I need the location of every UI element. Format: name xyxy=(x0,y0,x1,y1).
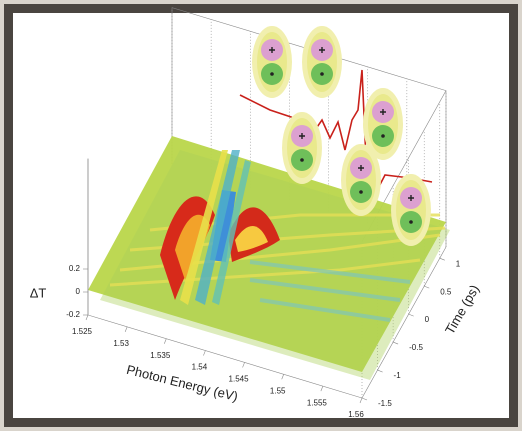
z-axis-label: ΔT xyxy=(30,285,47,300)
x-tick-label: 1.56 xyxy=(348,410,364,419)
x-tick-label: 1.55 xyxy=(270,386,286,395)
y-tick-label: -1 xyxy=(394,371,402,380)
dot xyxy=(359,190,363,194)
x-tick-label: 1.535 xyxy=(150,351,171,360)
x-tick-label: 1.525 xyxy=(72,327,93,336)
y-tick-label: 0 xyxy=(425,315,430,324)
dot xyxy=(320,72,324,76)
y-tick-label: -0.5 xyxy=(409,343,423,352)
x-tick-label: 1.545 xyxy=(229,375,250,384)
z-tick-label: 0.2 xyxy=(69,264,81,273)
x-tick-label: 1.53 xyxy=(113,339,129,348)
figure: 1.525 1.53 1.535 1.54 1.545 1.55 1.555 1.56 -1.5… xyxy=(0,0,522,431)
x-tick-label: 1.555 xyxy=(307,398,328,407)
y-tick-label: -1.5 xyxy=(378,399,392,408)
z-tick-label: 0 xyxy=(76,287,81,296)
dot xyxy=(270,72,274,76)
dot xyxy=(409,220,413,224)
y-tick-label: 1 xyxy=(456,259,461,268)
y-tick-label: 0.5 xyxy=(440,287,452,296)
dot xyxy=(381,134,385,138)
x-tick-label: 1.54 xyxy=(192,363,208,372)
z-tick-label: -0.2 xyxy=(66,310,80,319)
dot xyxy=(300,158,304,162)
